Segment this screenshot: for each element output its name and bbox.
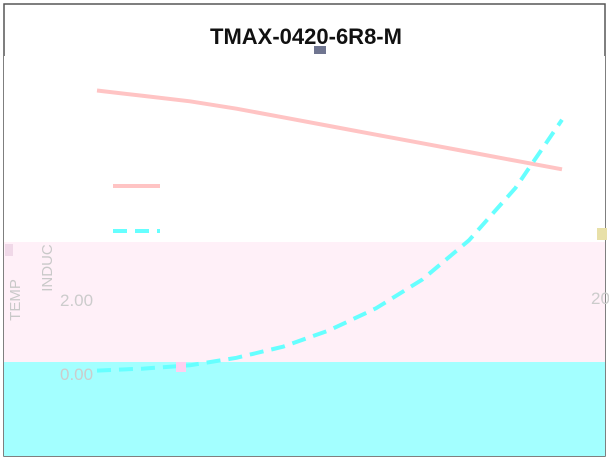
chart-title: TMAX-0420-6R8-M [210,24,402,49]
cyan-step [4,376,605,382]
series-line-1 [96,118,564,373]
y-axis-title-inner: INDUC [39,244,56,292]
y-tick-2: 2.00 [60,291,93,310]
y-tick-right-20: 20 [591,289,609,308]
pink-band [4,242,605,362]
title-artifact [314,46,326,54]
series-line-0 [96,88,563,172]
left-edge-artifact [5,244,13,256]
right-edge-artifact [597,228,607,240]
series-layer [96,88,564,373]
y-tick-0: 0.00 [60,365,93,384]
bottom-marker-artifact [176,362,186,372]
y-axis-title-left: TEMP [7,279,24,321]
plot-body [4,56,605,242]
